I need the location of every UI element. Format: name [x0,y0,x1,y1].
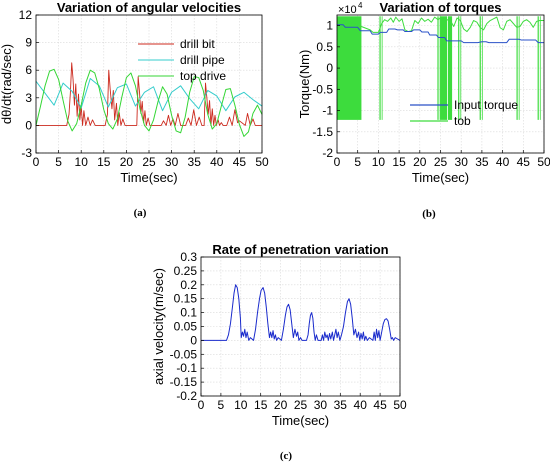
legend-label: drill bit [180,37,215,51]
y-tick-label: 1 [326,19,333,33]
exponent-multiplier: ×10 [338,4,357,16]
x-tick-label: 30 [455,155,469,169]
y-tick-label: 12 [19,8,33,22]
y-axis-label: Torque(Nm) [297,50,312,119]
y-tick-label: 0 [25,118,32,132]
x-tick-label: 0 [334,155,341,169]
tob-switching-band [447,16,453,120]
y-tick-label: 6 [25,63,32,77]
x-tick-label: 35 [188,155,202,169]
y-tick-label: 0 [190,333,197,347]
x-tick-label: 30 [314,398,328,412]
y-axis-label: dθ/dt(rad/sec) [0,44,14,124]
y-tick-label: 0.25 [174,264,198,278]
x-tick-label: 5 [354,155,361,169]
panel-label-b: (b) [422,208,436,220]
y-tick-label: -0.2 [176,389,197,403]
exponent-value: 4 [358,1,363,10]
y-tick-label: -0.05 [170,347,198,361]
y-tick-label: -0.5 [312,82,333,96]
y-tick-label: -2 [322,146,333,160]
y-tick-label: -3 [21,146,32,160]
x-tick-label: 35 [334,398,348,412]
series-line-drill-bit [36,62,262,126]
y-tick-label: -1 [322,104,333,118]
x-axis-label: Time(sec) [120,170,177,185]
x-tick-label: 25 [142,155,156,169]
x-tick-label: 25 [294,398,308,412]
x-tick-label: 20 [120,155,134,169]
legend-label: drill pipe [180,53,225,67]
x-tick-label: 0 [198,398,205,412]
series-line-top-drive [35,68,263,137]
y-tick-label: 0.05 [174,320,198,334]
y-tick-label: 9 [25,36,32,50]
x-axis-label: Time(sec) [412,170,469,185]
x-tick-label: 20 [413,155,427,169]
chart-title: Variation of angular velocities [57,0,241,15]
x-axis-label: Time(sec) [272,413,329,428]
legend-label: tob [454,114,471,128]
x-tick-label: 30 [165,155,179,169]
x-tick-label: 10 [75,155,89,169]
y-tick-label: 0.3 [180,250,197,264]
y-tick-label: 3 [25,91,32,105]
panel-label-c: (c) [280,450,293,462]
y-tick-label: 0.1 [180,306,197,320]
chart-title: Variation of torques [379,0,501,15]
y-tick-label: 0 [326,61,333,75]
y-tick-label: 0.2 [180,278,197,292]
x-tick-label: 45 [233,155,247,169]
panel-label-a: (a) [134,207,147,219]
x-tick-label: 45 [517,155,531,169]
y-axis-label: axial velocity(m/sec) [151,268,166,385]
y-tick-label: 0.15 [174,292,198,306]
chart-3: 0 5 10 15 20 25 30 35 40 45 50-0.2-0.15-0.1-0.0500… [151,242,407,428]
legend-label: Input torque [454,98,518,112]
series-line-drill-pipe [35,77,263,112]
x-tick-label: 40 [210,155,224,169]
x-tick-label: 5 [218,398,225,412]
chart-2: 0 5 10 15 20 25 30 35 40 45 50-2-1.5-1-0.500.51Var… [297,0,550,185]
x-tick-label: 10 [372,155,386,169]
chart-title: Rate of penetration variation [212,242,388,257]
series-line-axial-velocity [201,284,401,341]
tob-switching-band [337,16,362,120]
x-tick-label: 25 [434,155,448,169]
x-tick-label: 20 [274,398,288,412]
x-tick-label: 15 [97,155,111,169]
x-tick-label: 50 [255,155,269,169]
legend-label: top drive [180,69,226,83]
x-tick-label: 50 [537,155,550,169]
y-tick-label: -0.1 [176,361,197,375]
x-tick-label: 0 [33,155,40,169]
x-tick-label: 40 [496,155,510,169]
x-tick-label: 35 [475,155,489,169]
series-line-input-torque [337,24,544,44]
x-tick-label: 50 [393,398,407,412]
x-tick-label: 15 [254,398,268,412]
y-tick-label: -1.5 [312,125,333,139]
x-tick-label: 45 [373,398,387,412]
series-line-tob [336,16,544,33]
y-tick-label: 0.5 [316,40,333,54]
x-tick-label: 10 [234,398,248,412]
x-tick-label: 40 [354,398,368,412]
tob-switching-band [440,16,448,120]
x-tick-label: 5 [55,155,62,169]
y-tick-label: -0.15 [170,375,198,389]
x-tick-label: 15 [392,155,406,169]
